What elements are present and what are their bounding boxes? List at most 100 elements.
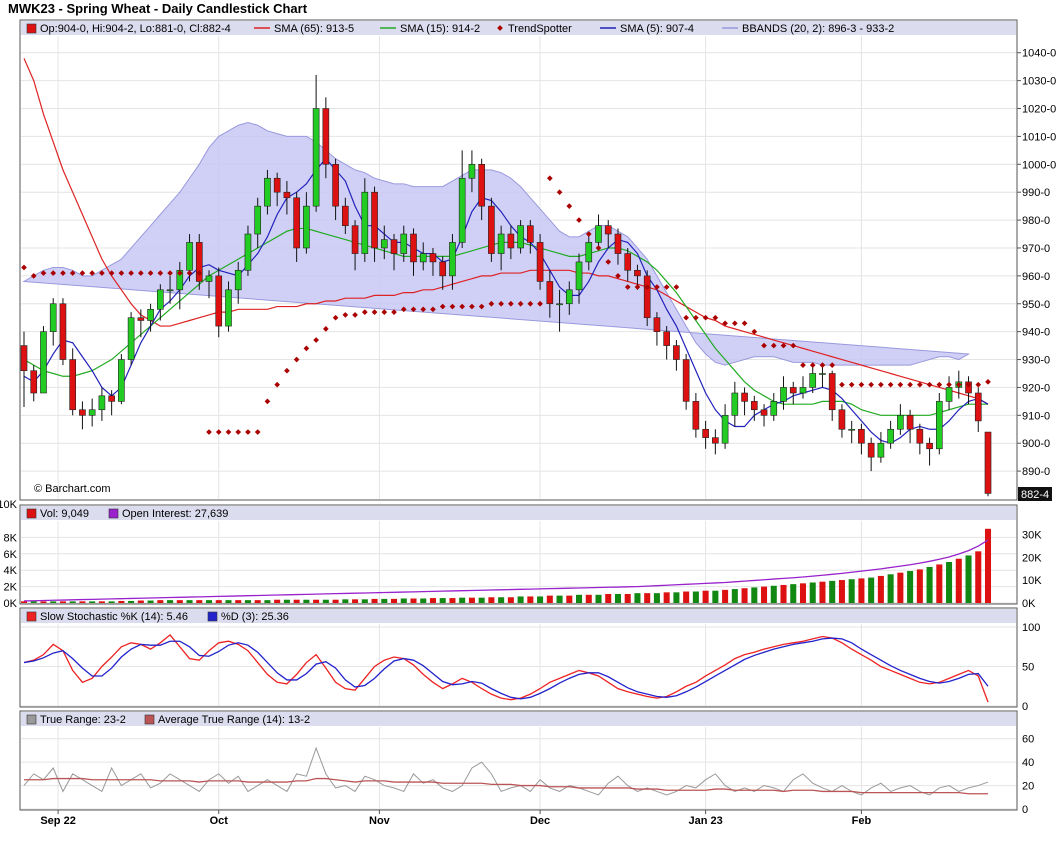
candle-up [88,409,96,416]
candle-up [565,289,573,305]
trendspotter-dot [449,303,456,310]
candle-up [517,225,524,249]
candle-down [838,409,846,430]
volume-bar [761,586,768,603]
trendspotter-dot [459,303,466,310]
candle-down [351,225,359,254]
trendspotter-dot [410,306,417,313]
stoch-k-line [23,633,989,703]
candle-up [935,401,943,450]
candle-down [984,431,992,494]
candle-up [400,233,408,254]
candle-down [906,415,914,430]
trendspotter-dot [985,379,991,385]
volume-bar [98,601,105,603]
candle-up [419,253,427,263]
trendspotter-dot [654,284,660,290]
volume-tick-label: 6K [4,549,18,561]
candle-up [449,242,456,277]
candlesticks [20,75,992,497]
trendspotter-dot [391,309,397,315]
candle-down [712,437,719,444]
legend-label: Open Interest: 27,639 [122,508,228,520]
trendspotter-dot [839,381,845,388]
volume-bar [770,585,777,603]
trendspotter-dot [878,381,884,388]
volume-bar [89,601,96,603]
volume-bar [585,594,592,603]
trendspotter-dot [556,189,563,196]
candle-up [731,392,739,416]
trendspotter-dot [809,362,816,368]
candle-up [225,289,232,327]
volume-bar [673,592,680,603]
volume-bar [108,601,115,603]
legend-entries: Op:904-0, Hi:904-2, Lo:881-0, Cl:882-4 SM… [26,23,894,726]
volume-bar [186,600,193,603]
copyright-text: © Barchart.com [34,483,111,495]
candle-up [234,269,242,291]
candle-down [390,239,398,254]
oi-tick-label: 0K [1022,598,1036,610]
candle-up [770,401,778,416]
candle-up [303,205,310,249]
trendspotter-dot [926,381,933,388]
candle-up [721,415,729,444]
price-tick-label: 970-0 [1022,243,1050,255]
candle-up [897,415,904,430]
atr-line [24,777,988,795]
volume-bar [829,580,836,603]
trendspotter-dot [673,284,680,290]
trendspotter-dot [819,362,826,368]
trendspotter-dot [741,320,748,327]
oi-tick-label: 10K [1022,575,1042,587]
x-tick-label: Sep 22 [40,815,75,827]
range-panel[interactable] [19,710,1018,811]
candle-up [497,233,505,254]
legend-swatch [26,714,37,725]
trendspotter-dot [235,429,242,435]
candle-up [556,303,563,306]
candle-down [760,409,768,416]
trendspotter-dot [439,303,446,310]
legend-label: SMA (15): 914-2 [400,23,480,35]
candle-down [283,191,291,199]
candle-up [244,233,252,271]
sma65-line [23,58,989,405]
volume-bar [254,600,261,603]
candle-up [98,395,106,411]
candle-down [789,387,797,394]
trendspotter-dot [206,429,212,435]
price-tick-label: 910-0 [1022,410,1050,422]
candle-down [702,428,709,438]
volume-bar [605,593,612,603]
range-tick-label: 20 [1022,781,1034,793]
trendspotter-dot [284,367,290,374]
candle-up [887,428,894,444]
candle-up [205,275,213,282]
candle-down [293,197,300,249]
stochastic-panel[interactable] [19,607,1018,708]
trendspotter-dot [907,381,913,388]
candle-down [478,164,485,207]
trendspotter-dot [157,270,164,276]
volume-bar [576,594,583,603]
x-tick-label: Dec [530,815,550,827]
candle-down [926,442,933,450]
candle-up [575,261,583,291]
volume-bar [235,600,242,603]
volume-bar [352,599,359,603]
trendspotter-dot [576,217,582,223]
price-tick-label: 930-0 [1022,355,1050,367]
stoch-d-line [23,637,989,700]
volume-bar [332,599,339,603]
volume-bar [916,569,923,603]
candle-down [69,359,77,411]
legend-swatch [207,611,218,622]
last-price-label: 882-4 [1021,489,1049,501]
trendspotter-dot [99,270,105,276]
trendspotter-dot [527,300,534,307]
trendspotter-dot [887,381,894,388]
trendspotter-dot [731,320,738,327]
volume-bar [59,601,66,603]
